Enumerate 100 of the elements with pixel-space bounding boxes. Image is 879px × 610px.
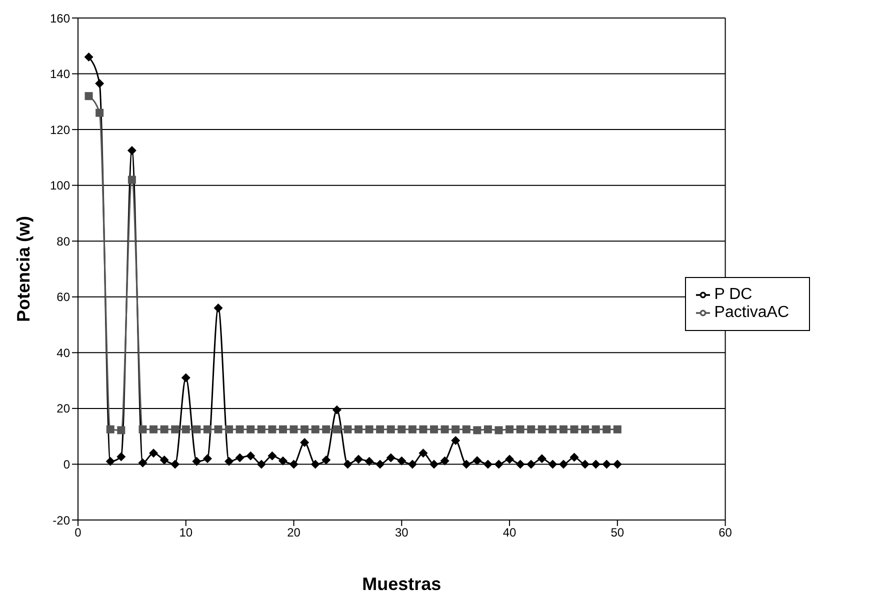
x-tick-label: 10 [179,526,193,540]
point [202,454,212,464]
point [376,425,384,434]
point [192,456,202,466]
point [192,425,201,434]
point [257,425,266,434]
point [440,456,450,466]
point [408,425,416,434]
point [170,460,180,469]
x-tick-label: 20 [287,526,301,540]
point [203,425,212,434]
point [602,460,612,469]
point [268,451,277,460]
point [538,425,546,434]
point [332,405,342,414]
point [289,460,298,469]
point [558,460,568,469]
point [300,425,309,434]
point [526,460,536,469]
point [181,373,190,382]
point [364,456,374,466]
point [581,425,590,434]
point [494,460,504,469]
point [418,448,428,458]
point [484,425,492,434]
point [516,425,524,434]
x-tick-label: 50 [610,526,624,540]
point [386,425,395,434]
y-tick-label: 20 [56,402,70,416]
point [613,425,622,434]
point [592,425,600,434]
point [278,425,287,434]
point [548,460,558,469]
x-tick-label: 60 [718,526,732,540]
legend-label: P DC [714,286,752,303]
y-tick-label: 40 [56,346,70,360]
point [548,425,557,434]
x-tick-label: 40 [502,526,517,540]
point [235,453,244,462]
y-tick-label: 140 [50,67,70,82]
point [570,452,579,462]
point [398,425,406,434]
y-tick-label: 160 [50,11,70,26]
point [430,460,439,469]
point [505,454,514,464]
point [386,453,396,462]
point [612,460,622,469]
point [472,456,482,466]
point [527,425,536,434]
point [236,425,244,434]
point [451,436,460,446]
y-tick-label: -20 [52,513,70,528]
point [310,460,320,469]
point [290,425,298,434]
point [397,456,406,466]
point [311,425,320,434]
point [160,456,169,465]
point [149,448,158,458]
point [256,460,266,469]
point [268,425,276,434]
point [580,460,590,469]
point [322,456,331,465]
point [246,425,255,434]
point [214,425,222,434]
point [96,108,104,117]
y-tick-label: 120 [50,122,70,137]
point [117,426,126,434]
point [214,304,223,313]
point [365,425,374,434]
point [354,454,363,464]
point [116,452,126,462]
point [106,425,114,434]
point [171,425,180,434]
point [408,460,417,469]
y-axis-title: Potencia (w) [13,216,34,322]
point [332,425,341,434]
point [516,460,525,469]
point [537,454,546,464]
point [84,92,93,100]
y-tick-label: 80 [56,234,70,248]
point [138,458,148,468]
point [473,426,482,434]
point [602,425,611,434]
legend-label: PactivaAC [714,304,789,321]
y-tick-label: 0 [63,457,70,472]
point [128,176,136,184]
point [570,425,578,434]
point [246,451,256,460]
point [95,79,104,88]
point [344,425,352,434]
point [160,425,168,434]
point [419,425,428,434]
point [343,460,352,469]
point [278,456,288,466]
y-tick-label: 100 [50,178,70,193]
point [440,425,449,434]
point [300,438,310,447]
y-tick-label: 60 [56,290,70,304]
point [182,425,190,434]
point [354,425,362,434]
